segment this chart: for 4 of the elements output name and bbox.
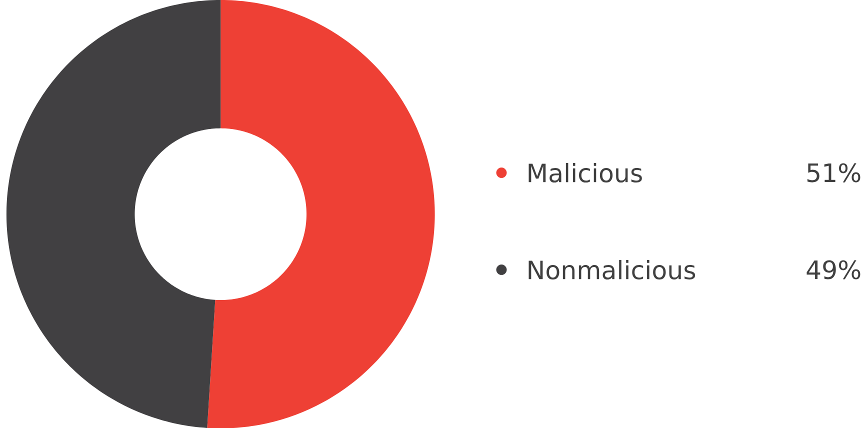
data-label: 49% [806, 260, 860, 280]
legend-label: Malicious [528, 162, 642, 182]
legend-label: Nonmalicious [528, 260, 696, 280]
data-label: 51% [807, 163, 860, 182]
